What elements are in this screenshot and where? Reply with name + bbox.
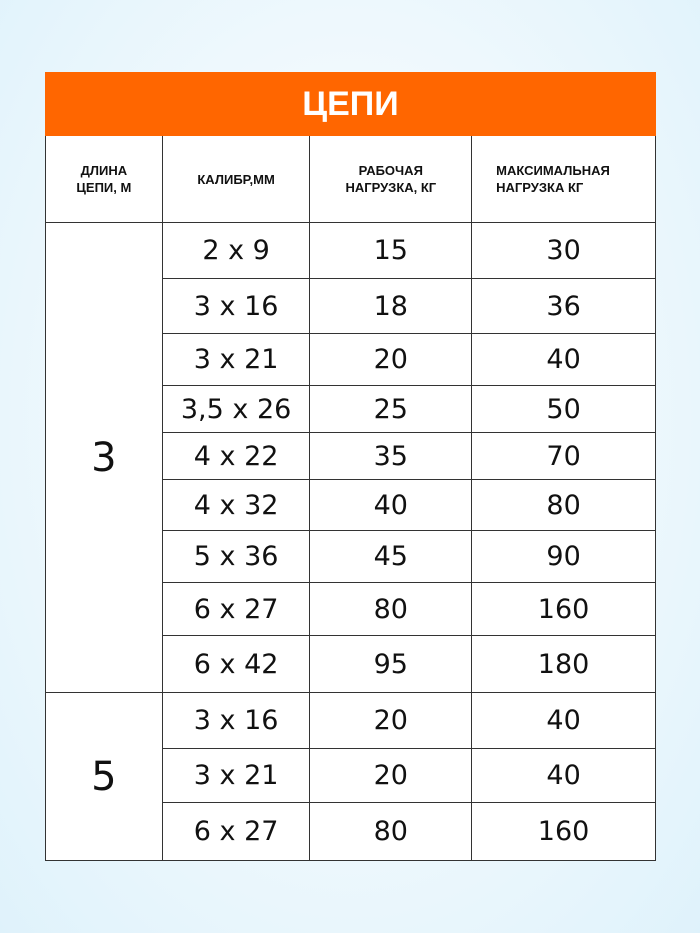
max-load-cell: 160 <box>471 582 656 636</box>
caliber-cell: 6 х 42 <box>161 635 311 693</box>
chain-length-cell: 5 <box>45 692 163 861</box>
max-load-cell: 30 <box>471 222 656 279</box>
max-load-cell: 90 <box>471 530 656 583</box>
max-load-cell: 40 <box>471 692 656 749</box>
working-load-cell: 20 <box>309 748 473 803</box>
working-load-cell: 20 <box>309 333 473 386</box>
max-load-cell: 80 <box>471 479 656 531</box>
caliber-cell: 6 х 27 <box>161 802 311 861</box>
header-working-load: РАБОЧАЯ НАГРУЗКА, КГ <box>309 135 473 223</box>
working-load-cell: 80 <box>309 802 473 861</box>
working-load-cell: 35 <box>309 432 473 480</box>
caliber-cell: 5 х 36 <box>161 530 311 583</box>
max-load-cell: 50 <box>471 385 656 433</box>
working-load-cell: 18 <box>309 278 473 334</box>
max-load-cell: 70 <box>471 432 656 480</box>
caliber-cell: 2 х 9 <box>161 222 311 279</box>
caliber-cell: 3,5 х 26 <box>161 385 311 433</box>
header-length: ДЛИНА ЦЕПИ, М <box>45 135 163 223</box>
caliber-cell: 3 х 21 <box>161 748 311 803</box>
table-row: 4 х 32 40 80 <box>46 479 656 531</box>
table-row: 6 х 27 80 160 <box>46 802 656 861</box>
max-load-cell: 180 <box>471 635 656 693</box>
table-row: 6 х 27 80 160 <box>46 582 656 636</box>
caliber-cell: 6 х 27 <box>161 582 311 636</box>
working-load-cell: 45 <box>309 530 473 583</box>
caliber-cell: 3 х 16 <box>161 278 311 334</box>
header-caliber: КАЛИБР,ММ <box>161 135 311 223</box>
table-row: 6 х 42 95 180 <box>46 635 656 693</box>
caliber-cell: 4 х 22 <box>161 432 311 480</box>
chains-table: ЦЕПИ ДЛИНА ЦЕПИ, М КАЛИБР,ММ РАБОЧАЯ НАГРУЗК… <box>45 72 656 861</box>
table-row: 5 х 36 45 90 <box>46 530 656 583</box>
table-row: 3 х 16 18 36 <box>46 278 656 334</box>
working-load-cell: 95 <box>309 635 473 693</box>
header-max-load: МАКСИМАЛЬНАЯ НАГРУЗКА КГ <box>471 135 656 223</box>
caliber-cell: 3 х 21 <box>161 333 311 386</box>
max-load-cell: 40 <box>471 748 656 803</box>
working-load-cell: 15 <box>309 222 473 279</box>
working-load-cell: 20 <box>309 692 473 749</box>
working-load-cell: 25 <box>309 385 473 433</box>
caliber-cell: 4 х 32 <box>161 479 311 531</box>
caliber-cell: 3 х 16 <box>161 692 311 749</box>
chain-length-cell: 3 <box>45 222 163 693</box>
max-load-cell: 40 <box>471 333 656 386</box>
table-row: 3 х 21 20 40 <box>46 748 656 803</box>
table-row: 4 х 22 35 70 <box>46 432 656 480</box>
working-load-cell: 80 <box>309 582 473 636</box>
table-title: ЦЕПИ <box>45 72 656 136</box>
max-load-cell: 160 <box>471 802 656 861</box>
working-load-cell: 40 <box>309 479 473 531</box>
max-load-cell: 36 <box>471 278 656 334</box>
